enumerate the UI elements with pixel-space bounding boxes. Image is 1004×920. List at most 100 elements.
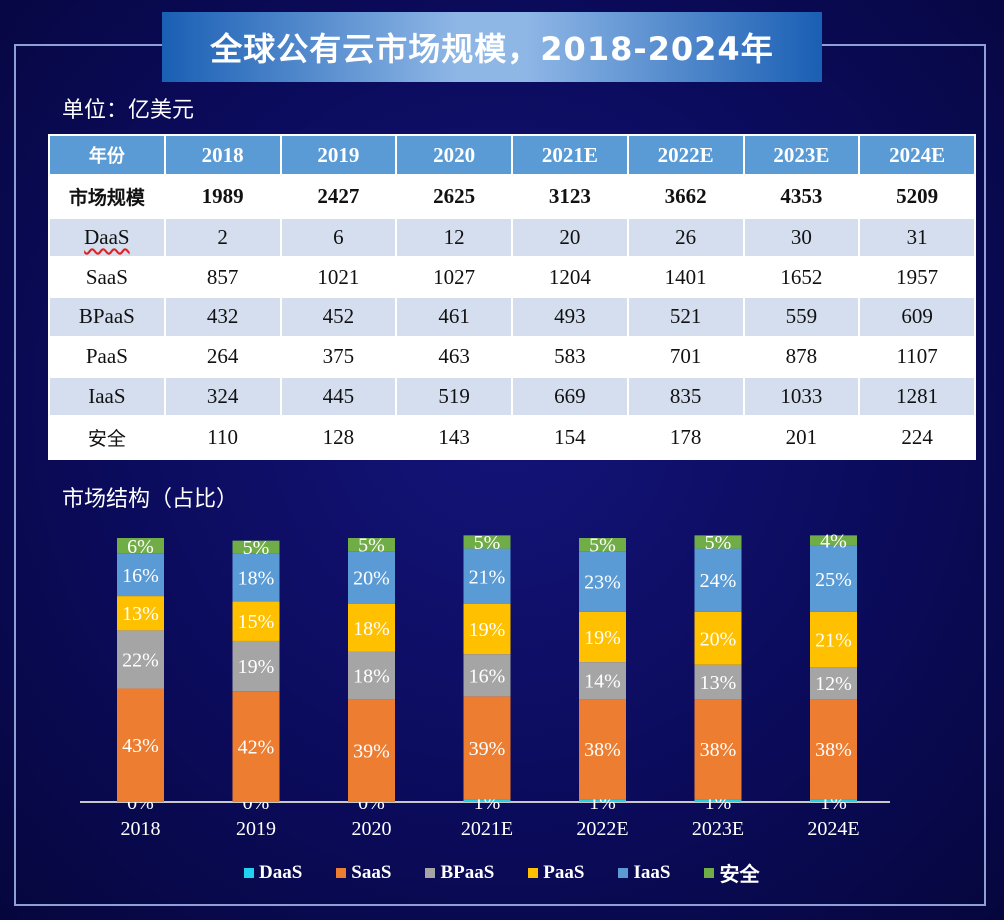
- bar-segment: [694, 664, 742, 700]
- bar-segment: [463, 654, 511, 697]
- table-cell: 669: [511, 375, 629, 418]
- bar-segment: [232, 553, 280, 602]
- table-cell: 452: [279, 296, 398, 338]
- market-size-table: 年份 2018 2019 2020 2021E 2022E 2023E 2024…: [48, 134, 976, 460]
- bar-segment: [694, 535, 742, 549]
- data-label: 13%: [122, 603, 159, 625]
- x-tick-label: 2019: [236, 818, 276, 840]
- table-header-cell: 年份: [48, 134, 166, 176]
- bar-segment: [117, 688, 164, 802]
- table-header-cell: 2021E: [511, 134, 629, 176]
- table-row: 安全 110 128 143 154 178 201 224: [48, 415, 976, 460]
- legend-label: 安全: [719, 862, 760, 886]
- bar-segment: [348, 699, 395, 802]
- legend-item-security: 安全: [704, 858, 759, 887]
- table-header-cell: 2019: [279, 134, 398, 176]
- table-cell: 878: [742, 335, 861, 378]
- bar-segment: [463, 799, 511, 802]
- table-cell: 4353: [742, 174, 861, 219]
- x-tick-label: 2024E: [807, 818, 859, 840]
- table-cell: 521: [626, 296, 745, 338]
- bar-segment: [694, 548, 742, 612]
- table-cell: 110: [163, 415, 282, 460]
- table-cell: 324: [163, 375, 282, 418]
- data-label: 23%: [584, 572, 621, 594]
- data-label: 39%: [353, 741, 390, 763]
- bar-segment: [579, 662, 626, 700]
- bar-segment: [348, 551, 395, 604]
- bar-segment: [463, 604, 511, 655]
- table-cell: 1652: [742, 256, 861, 299]
- table-header-cell: 2023E: [742, 134, 861, 176]
- x-tick-label: 2018: [121, 818, 161, 840]
- bar-segment: [348, 604, 395, 652]
- chart-section-label: 市场结构（占比）: [62, 487, 239, 512]
- data-label: 38%: [815, 739, 852, 761]
- chart-legend: DaaS SaaS BPaaS PaaS IaaS 安全: [244, 858, 759, 887]
- x-tick-label: 2020: [352, 818, 392, 840]
- table-cell: 432: [163, 296, 282, 338]
- table-row: BPaaS 432 452 461 493 521 559 609: [48, 296, 976, 338]
- bar-segment: [810, 611, 857, 668]
- table-header-row: 年份 2018 2019 2020 2021E 2022E 2023E 2024…: [48, 134, 976, 176]
- legend-swatch: [618, 867, 629, 878]
- data-label: 12%: [815, 673, 852, 695]
- data-label: 21%: [815, 630, 852, 652]
- table-cell: 609: [858, 296, 976, 338]
- bar-segment: [232, 640, 280, 692]
- bar-segment: [117, 553, 164, 597]
- data-label: 4%: [820, 531, 847, 553]
- bar-segment: [232, 601, 280, 641]
- table-cell: 835: [626, 375, 745, 418]
- table-cell: 30: [742, 216, 861, 259]
- bar-segment: [579, 799, 626, 802]
- legend-item-paas: PaaS: [528, 862, 584, 884]
- bar-segment: [810, 545, 857, 612]
- data-label: 21%: [469, 566, 506, 588]
- table-row: IaaS 324 445 519 669 835 1033 1281: [48, 375, 976, 418]
- legend-item-saas: SaaS: [336, 862, 391, 884]
- table-header-cell: 2020: [395, 134, 513, 176]
- table-row: DaaS 2 6 12 20 26 30 31: [48, 216, 976, 259]
- row-label: 市场规模: [48, 174, 166, 219]
- page-title: 全球公有云市场规模，2018-2024年: [162, 12, 822, 82]
- table-cell: 1027: [395, 256, 513, 299]
- data-label: 43%: [122, 735, 159, 757]
- bar-segment: [579, 611, 626, 663]
- row-label: 安全: [48, 415, 166, 460]
- bar-segment: [463, 535, 511, 549]
- x-tick-label: 2021E: [461, 818, 513, 840]
- table-cell: 1033: [742, 375, 861, 418]
- table-cell: 1204: [511, 256, 629, 299]
- data-label: 19%: [584, 627, 621, 649]
- data-label: 24%: [700, 570, 737, 592]
- table-cell: 20: [511, 216, 629, 259]
- bar-segment: [810, 535, 857, 546]
- bar-segment: [694, 699, 742, 800]
- table-cell: 463: [395, 335, 513, 378]
- row-label: DaaS: [48, 216, 166, 259]
- data-label: 5%: [705, 532, 732, 554]
- row-label: BPaaS: [48, 296, 166, 338]
- table-cell: 1021: [279, 256, 398, 299]
- table-cell: 1107: [858, 335, 976, 378]
- table-row: PaaS 264 375 463 583 701 878 1107: [48, 335, 976, 378]
- row-label-text: DaaS: [84, 225, 130, 250]
- table-cell: 857: [163, 256, 282, 299]
- data-label: 6%: [127, 536, 154, 558]
- legend-swatch: [425, 867, 436, 878]
- row-label: PaaS: [48, 335, 166, 378]
- table-header-cell: 2022E: [626, 134, 745, 176]
- table-cell: 1957: [858, 256, 976, 299]
- data-label: 5%: [474, 532, 501, 554]
- table-cell: 3662: [626, 174, 745, 219]
- bar-segment: [579, 551, 626, 612]
- table-header-cell: 2024E: [858, 134, 976, 176]
- data-label: 42%: [238, 737, 275, 759]
- table-cell: 1989: [163, 174, 282, 219]
- legend-item-bpaas: BPaaS: [425, 862, 494, 884]
- table-cell: 3123: [511, 174, 629, 219]
- table-row: 市场规模 1989 2427 2625 3123 3662 4353 5209: [48, 174, 976, 219]
- table-cell: 583: [511, 335, 629, 378]
- table-cell: 375: [279, 335, 398, 378]
